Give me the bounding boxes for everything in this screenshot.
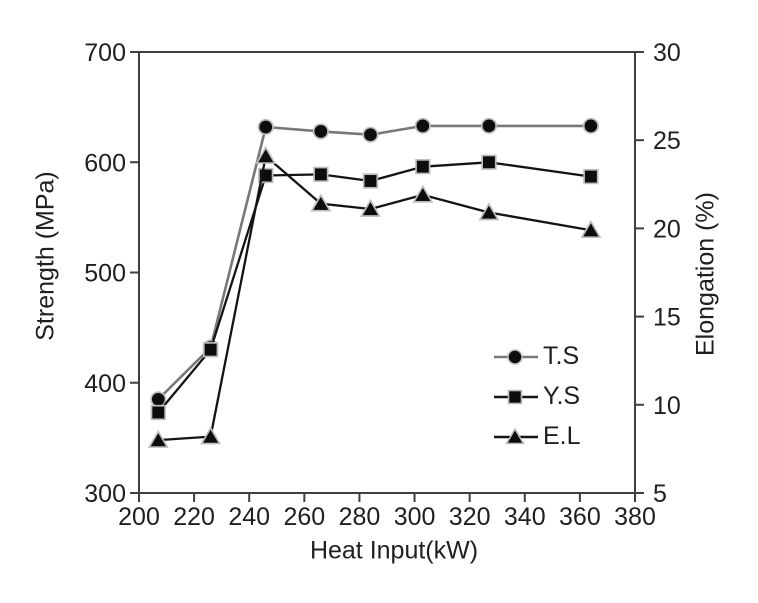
right-tick-label: 10	[653, 392, 681, 420]
left-tick-label: 400	[84, 370, 126, 398]
ts-marker-4	[362, 126, 379, 143]
series-ys	[150, 154, 599, 421]
series-el	[147, 145, 602, 448]
ts-marker-5	[414, 117, 431, 134]
legend-label-el: E.L	[543, 422, 581, 450]
x-tick-label: 240	[228, 503, 270, 531]
x-tick-label: 280	[339, 503, 381, 531]
left-tick-label: 600	[84, 149, 126, 177]
el-marker-7	[580, 219, 602, 239]
right-tick-label: 25	[653, 127, 681, 155]
x-tick-label: 360	[559, 503, 601, 531]
ys-marker-7	[583, 168, 599, 185]
legend-label-ts: T.S	[543, 342, 580, 370]
el-marker-2	[255, 145, 277, 164]
series-line-ts	[157, 124, 591, 401]
el-marker-4	[359, 198, 381, 217]
legend-item-el: E.L	[494, 422, 581, 451]
right-axis-ticks: 5 10 15 20 25 30	[635, 39, 681, 508]
series-line-el	[158, 154, 592, 442]
ys-marker-4	[362, 173, 379, 189]
ts-marker-7	[582, 117, 599, 134]
ys-legend-glyph-icon	[507, 389, 523, 404]
el-marker-3	[310, 193, 332, 212]
left-tick-label: 700	[84, 39, 126, 67]
el-marker-6	[478, 202, 500, 221]
ts-legend-marker-icon	[494, 348, 538, 365]
ys-marker-0	[150, 404, 166, 421]
x-tick-label: 380	[614, 503, 656, 531]
legend: T.S Y.S E.L	[494, 342, 581, 451]
x-tick-label: 300	[394, 503, 436, 531]
el-legend-glyph-icon	[505, 426, 525, 444]
left-tick-label: 300	[84, 480, 126, 508]
ys-marker-5	[415, 159, 431, 175]
el-marker-1	[200, 426, 222, 445]
left-axis-ticks: 300 400 500 600 700	[84, 39, 139, 508]
x-axis-ticks: 200 220 240 260 280 300 320 340 360 380	[118, 493, 656, 531]
legend-label-ys: Y.S	[543, 382, 581, 410]
ys-legend-marker-icon	[494, 389, 538, 404]
legend-item-ys: Y.S	[494, 382, 581, 411]
ts-marker-6	[480, 117, 498, 134]
x-tick-label: 320	[449, 503, 491, 531]
left-tick-label: 500	[84, 260, 126, 288]
ys-marker-1	[202, 342, 219, 358]
right-axis-title: Elongation (%)	[691, 192, 720, 356]
ts-marker-0	[150, 391, 167, 408]
legend-item-ts: T.S	[494, 342, 581, 371]
el-marker-0	[147, 429, 169, 448]
right-tick-label: 5	[653, 480, 667, 508]
right-tick-label: 15	[653, 304, 681, 332]
x-tick-label: 220	[173, 503, 215, 531]
ts-legend-glyph-icon	[507, 348, 523, 365]
ts-marker-3	[312, 123, 329, 140]
x-axis-title: Heat Input(kW)	[309, 536, 479, 565]
ys-marker-6	[481, 154, 497, 170]
ts-marker-2	[257, 118, 274, 136]
x-tick-label: 260	[283, 503, 325, 531]
el-marker-5	[412, 184, 434, 203]
el-legend-marker-icon	[494, 426, 538, 444]
right-tick-label: 30	[653, 39, 681, 67]
left-axis-title: Strength (MPa)	[31, 171, 60, 341]
right-tick-label: 20	[653, 215, 681, 243]
x-tick-label: 200	[118, 503, 160, 531]
x-tick-label: 340	[504, 503, 546, 531]
ys-marker-3	[313, 166, 329, 183]
series-line-ys	[157, 161, 592, 414]
